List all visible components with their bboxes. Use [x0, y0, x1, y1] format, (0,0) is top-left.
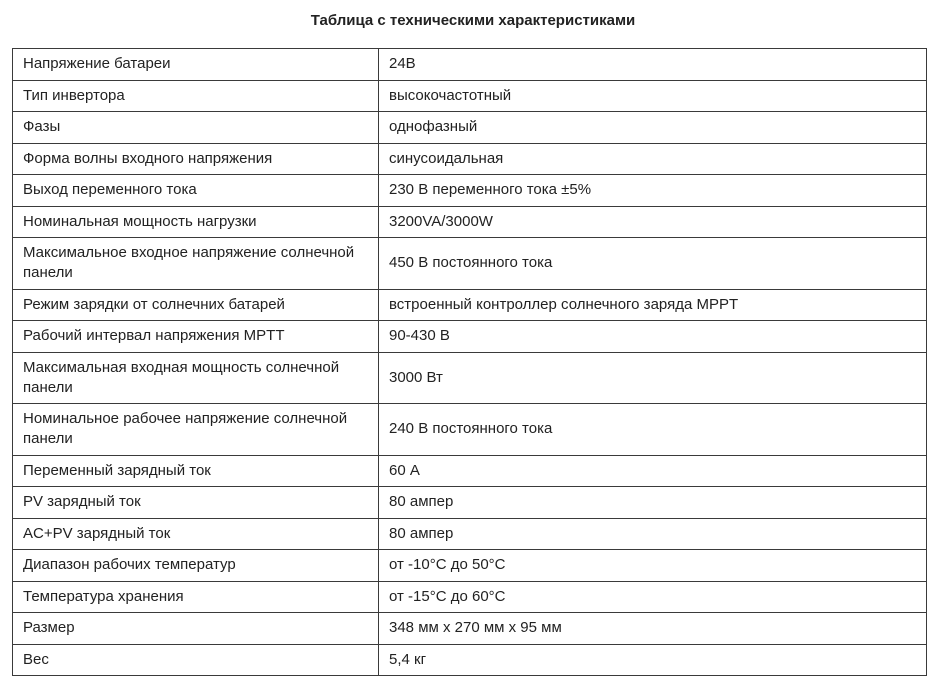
- spec-value: высокочастотный: [378, 79, 927, 112]
- table-row: AC+PV зарядный ток 80 ампер: [12, 517, 927, 550]
- table-row: PV зарядный ток 80 ампер: [12, 486, 927, 519]
- table-row: Режим зарядки от солнечних батарей встрое…: [12, 288, 927, 321]
- spec-name: Фазы: [12, 111, 379, 144]
- spec-name: Диапазон рабочих температур: [12, 549, 379, 582]
- table-row: Форма волны входного напряжения синусоида…: [12, 142, 927, 175]
- spec-value: 348 мм x 270 мм x 95 мм: [378, 612, 927, 645]
- spec-name: PV зарядный ток: [12, 486, 379, 519]
- table-row: Диапазон рабочих температур от -10°C до 5…: [12, 549, 927, 582]
- spec-name: Напряжение батареи: [12, 48, 379, 81]
- table-row: Переменный зарядный ток 60 А: [12, 454, 927, 487]
- spec-value: 3200VA/3000W: [378, 205, 927, 238]
- spec-name: Рабочий интервал напряжения MPTT: [12, 320, 379, 353]
- table-row: Температура хранения от -15°C до 60°C: [12, 580, 927, 613]
- spec-name: Выход переменного тока: [12, 174, 379, 207]
- spec-value: 60 А: [378, 454, 927, 487]
- spec-name: Температура хранения: [12, 580, 379, 613]
- spec-name: Размер: [12, 612, 379, 645]
- spec-value: от -10°C до 50°C: [378, 549, 927, 582]
- table-row: Номинальная мощность нагрузки 3200VA/3000…: [12, 205, 927, 238]
- table-row: Напряжение батареи 24В: [12, 48, 927, 81]
- table-row: Максимальная входная мощность солнечной …: [12, 351, 927, 404]
- table-row: Выход переменного тока 230 В переменного …: [12, 174, 927, 207]
- spec-value: 5,4 кг: [378, 643, 927, 676]
- spec-value: 3000 Вт: [378, 351, 927, 404]
- spec-name: Переменный зарядный ток: [12, 454, 379, 487]
- table-row: Фазы однофазный: [12, 111, 927, 144]
- spec-value: от -15°C до 60°C: [378, 580, 927, 613]
- spec-value: 80 ампер: [378, 517, 927, 550]
- table-row: Размер 348 мм x 270 мм x 95 мм: [12, 612, 927, 645]
- spec-name: Тип инвертора: [12, 79, 379, 112]
- spec-name: Вес: [12, 643, 379, 676]
- spec-value: встроенный контроллер солнечного заряда …: [378, 288, 927, 321]
- spec-value: однофазный: [378, 111, 927, 144]
- spec-value: синусоидальная: [378, 142, 927, 175]
- table-row: Рабочий интервал напряжения MPTT 90-430 В: [12, 320, 927, 353]
- table-row: Вес 5,4 кг: [12, 643, 927, 676]
- spec-name: AC+PV зарядный ток: [12, 517, 379, 550]
- spec-name: Номинальная мощность нагрузки: [12, 205, 379, 238]
- spec-value: 240 В постоянного тока: [378, 403, 927, 456]
- table-row: Максимальное входное напряжение солнечно…: [12, 237, 927, 290]
- spec-value: 450 В постоянного тока: [378, 237, 927, 290]
- spec-name: Режим зарядки от солнечних батарей: [12, 288, 379, 321]
- spec-name: Максимальная входная мощность солнечной …: [12, 351, 379, 404]
- spec-value: 24В: [378, 48, 927, 81]
- spec-name: Номинальное рабочее напряжение солнечной…: [12, 403, 379, 456]
- spec-value: 80 ампер: [378, 486, 927, 519]
- spec-name: Максимальное входное напряжение солнечно…: [12, 237, 379, 290]
- specs-table: Напряжение батареи 24В Тип инвертора высоко…: [12, 48, 927, 676]
- spec-value: 230 В переменного тока ±5%: [378, 174, 927, 207]
- spec-value: 90-430 В: [378, 320, 927, 353]
- page-title: Таблица с техническими характеристиками: [310, 12, 636, 29]
- table-row: Тип инвертора высокочастотный: [12, 79, 927, 112]
- spec-name: Форма волны входного напряжения: [12, 142, 379, 175]
- table-row: Номинальное рабочее напряжение солнечной…: [12, 403, 927, 456]
